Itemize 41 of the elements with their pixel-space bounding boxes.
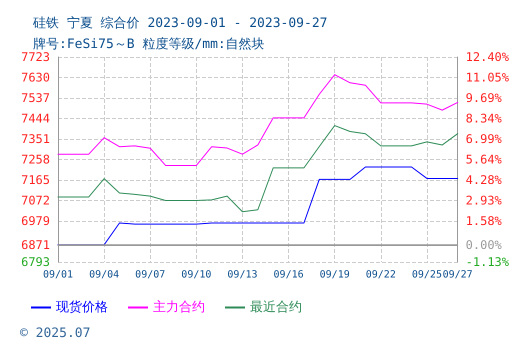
y2-tick-label: 2.93% <box>466 193 503 208</box>
legend-label: 现货价格 <box>56 300 108 315</box>
x-tick-label: 09/27 <box>442 270 473 280</box>
line-series <box>58 166 458 246</box>
x-tick-label: 09/10 <box>181 270 212 280</box>
chart-title: 硅铁 宁夏 综合价 2023-09-01 - 2023-09-27 <box>32 15 328 31</box>
y2-tick-label: 0.00% <box>466 238 503 252</box>
y2-tick-label: 1.58% <box>466 214 503 228</box>
y-tick-label: 6979 <box>21 214 50 228</box>
line-series <box>58 74 458 166</box>
chart-subtitle: 牌号:FeSi75～B 粒度等级/mm:自然块 <box>33 36 265 52</box>
y-tick-label: 7723 <box>21 50 50 64</box>
y-tick-label: 7537 <box>21 91 50 105</box>
y2-tick-label: 9.69% <box>466 91 503 106</box>
y2-tick-label: 11.05% <box>466 70 510 84</box>
y-tick-label: 6871 <box>21 238 50 252</box>
x-tick-label: 09/07 <box>135 270 166 280</box>
legend-label: 主力合约 <box>153 299 205 315</box>
y-tick-label: 7351 <box>21 132 50 146</box>
y2-tick-label: 5.64% <box>466 152 503 166</box>
y2-tick-label: 12.40% <box>466 50 510 64</box>
y-tick-label: 7630 <box>21 70 50 84</box>
y2-tick-label: -1.13% <box>466 255 510 269</box>
x-tick-label: 09/16 <box>274 270 304 280</box>
x-tick-label: 09/25 <box>412 270 442 280</box>
y-tick-label: 6793 <box>21 255 50 269</box>
x-tick-label: 09/01 <box>42 270 74 280</box>
y-tick-label: 7072 <box>21 194 50 208</box>
x-tick-label: 09/04 <box>89 270 120 280</box>
x-tick-label: 09/19 <box>320 270 350 280</box>
legend-label: 最近合约 <box>250 300 302 315</box>
y2-tick-label: 8.34% <box>466 112 503 126</box>
y-tick-label: 7444 <box>21 112 50 126</box>
y2-tick-label: 4.28% <box>466 173 503 188</box>
x-tick-label: 09/22 <box>366 270 396 280</box>
y-tick-label: 7258 <box>21 152 50 166</box>
line-series <box>58 125 458 212</box>
text: © 2025.07 <box>20 326 90 341</box>
y2-tick-label: 6.99% <box>466 132 503 146</box>
y-tick-label: 7165 <box>21 173 50 187</box>
x-tick-label: 09/13 <box>227 270 258 280</box>
